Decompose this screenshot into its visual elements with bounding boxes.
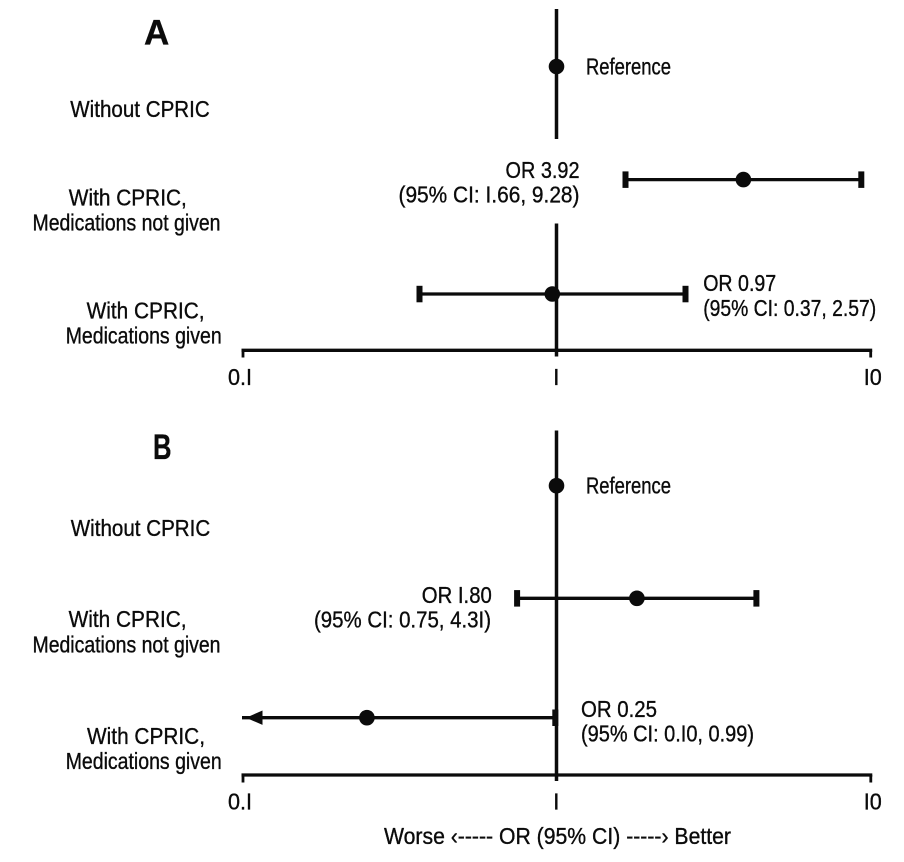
svg-text:B: B: [153, 428, 172, 467]
svg-text:(95% CI: 0.I0, 0.99): (95% CI: 0.I0, 0.99): [581, 720, 754, 746]
svg-text:Medications not given: Medications not given: [33, 210, 221, 236]
svg-text:OR 0.97: OR 0.97: [703, 270, 776, 296]
svg-text:Without CPRIC: Without CPRIC: [71, 515, 211, 541]
svg-text:Medications given: Medications given: [66, 322, 222, 348]
svg-text:(95% CI: I.66, 9.28): (95% CI: I.66, 9.28): [399, 182, 580, 208]
svg-text:0.I: 0.I: [228, 364, 252, 390]
svg-text:OR I.80: OR I.80: [422, 582, 492, 608]
svg-text:OR 0.25: OR 0.25: [581, 696, 657, 722]
svg-text:I: I: [553, 364, 559, 390]
svg-text:Reference: Reference: [586, 473, 671, 499]
svg-text:With CPRIC,: With CPRIC,: [69, 606, 187, 632]
svg-text:(95% CI: 0.75, 4.3I): (95% CI: 0.75, 4.3I): [314, 607, 491, 633]
svg-text:With CPRIC,: With CPRIC,: [69, 185, 187, 211]
svg-text:OR 3.92: OR 3.92: [506, 157, 580, 183]
svg-text:Medications given: Medications given: [66, 748, 222, 774]
svg-text:With CPRIC,: With CPRIC,: [87, 723, 205, 749]
svg-text:Worse ‹----- OR (95% CI) -----: Worse ‹----- OR (95% CI) -----› Better: [384, 823, 731, 849]
svg-text:0.I: 0.I: [228, 789, 252, 815]
svg-text:Medications not given: Medications not given: [33, 631, 221, 657]
svg-text:I: I: [553, 789, 559, 815]
svg-text:(95% CI: 0.37, 2.57): (95% CI: 0.37, 2.57): [703, 295, 876, 321]
svg-text:I0: I0: [864, 364, 882, 390]
svg-text:Reference: Reference: [586, 53, 671, 79]
svg-text:A: A: [144, 14, 169, 53]
svg-text:I0: I0: [864, 789, 882, 815]
svg-text:Without CPRIC: Without CPRIC: [70, 96, 210, 122]
svg-text:With CPRIC,: With CPRIC,: [87, 298, 205, 324]
